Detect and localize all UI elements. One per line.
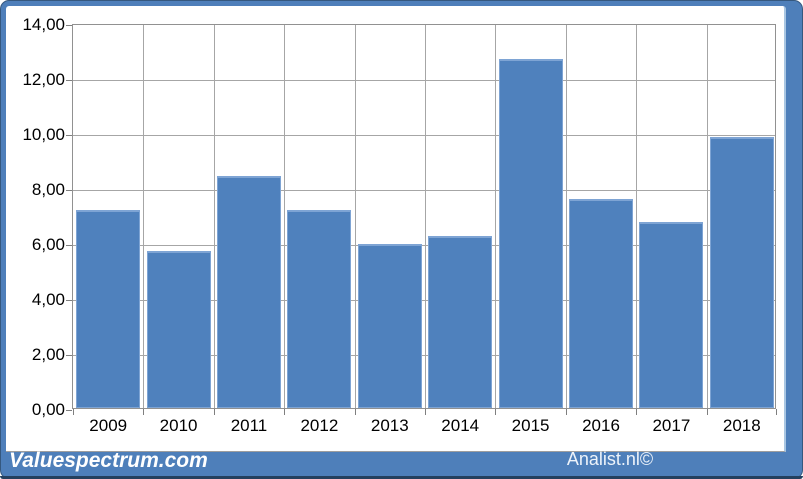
- y-axis-tick: [66, 410, 72, 411]
- y-gridline: [73, 80, 775, 81]
- footer-right-brand: Analist.nl©: [566, 449, 654, 469]
- plot-area: 0,00 2,00 4,00 6,00 8,00 10,00 12,00 14,00 2009 2…: [22, 16, 777, 435]
- y-gridline: [73, 135, 775, 136]
- x-gridline: [706, 25, 708, 408]
- x-gridline: [213, 25, 215, 408]
- x-axis-label: 2013: [370, 416, 409, 435]
- x-axis-tick: [143, 409, 145, 415]
- bar: [568, 199, 634, 408]
- x-axis-label: 2018: [722, 416, 761, 435]
- x-gridline: [143, 25, 145, 408]
- x-axis-label: 2009: [89, 416, 128, 435]
- y-gridline: [73, 190, 775, 191]
- y-axis-label: 6,00: [31, 235, 65, 254]
- footer-left-brand: Valuespectrum.com: [9, 449, 208, 472]
- x-axis-label: 2016: [582, 416, 620, 435]
- y-axis-label: 0,00: [31, 400, 65, 419]
- x-axis-tick: [425, 409, 426, 415]
- y-axis-label: 2,00: [31, 345, 65, 364]
- x-axis-tick: [776, 409, 777, 415]
- bar: [357, 244, 422, 408]
- y-axis-tick: [66, 355, 72, 356]
- bar: [216, 175, 282, 408]
- bar: [498, 58, 563, 408]
- x-gridline: [354, 25, 356, 408]
- x-axis-tick: [706, 409, 708, 415]
- bar: [428, 236, 493, 408]
- x-gridline: [636, 25, 638, 408]
- y-axis-label: 8,00: [31, 180, 65, 199]
- x-axis-tick: [495, 409, 497, 415]
- y-axis-label: 4,00: [31, 290, 65, 309]
- y-axis-tick: [66, 80, 72, 81]
- x-axis-tick: [565, 409, 567, 415]
- y-gridline: [73, 300, 775, 301]
- bar: [639, 222, 704, 408]
- bar: [146, 251, 211, 408]
- x-gridline: [495, 25, 497, 408]
- x-gridline: [284, 25, 286, 408]
- y-axis-label: 14,00: [22, 15, 65, 34]
- x-axis-label: 2015: [511, 416, 550, 435]
- x-axis-tick: [354, 409, 356, 415]
- x-axis-tick: [73, 409, 74, 415]
- frame-bottom-edge: [0, 476, 803, 479]
- x-axis-tick: [636, 409, 638, 415]
- x-axis-label: 2012: [300, 416, 339, 435]
- x-axis-label: 2011: [230, 416, 268, 435]
- bar: [287, 210, 352, 408]
- x-axis-tick: [284, 409, 286, 415]
- y-axis-tick: [66, 135, 72, 136]
- chart-panel: 0,00 2,00 4,00 6,00 8,00 10,00 12,00 14,00 2009 2…: [6, 6, 786, 452]
- bar: [76, 210, 141, 408]
- y-axis-tick: [66, 300, 72, 301]
- bar: [709, 137, 774, 408]
- y-axis-tick: [66, 25, 72, 26]
- x-axis-label: 2014: [441, 416, 480, 435]
- x-gridline: [425, 25, 426, 408]
- x-axis-label: 2017: [652, 416, 691, 435]
- y-axis-label: 12,00: [22, 70, 65, 89]
- y-gridline: [73, 245, 775, 246]
- y-axis-tick: [66, 245, 72, 246]
- x-axis-label: 2010: [159, 416, 198, 435]
- x-gridline: [565, 25, 567, 408]
- y-axis-label: 10,00: [22, 125, 65, 144]
- x-axis-tick: [213, 409, 215, 415]
- y-gridline: [73, 355, 775, 356]
- y-axis-tick: [66, 190, 72, 191]
